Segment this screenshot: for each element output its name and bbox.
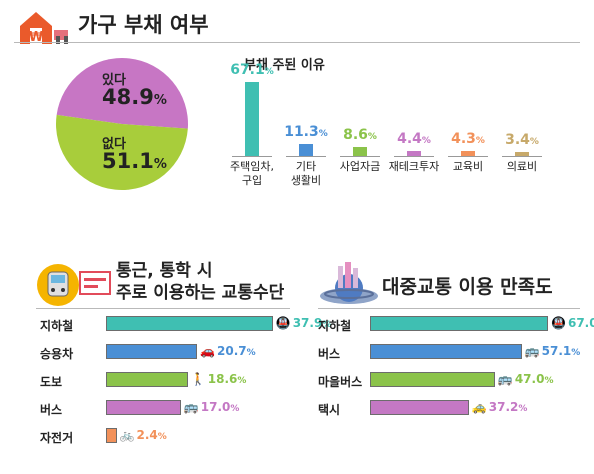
hbar (106, 344, 198, 359)
row-label: 마을버스 (318, 375, 363, 389)
hbar (106, 316, 273, 331)
reason-bar (515, 152, 529, 156)
hbar (370, 344, 522, 359)
commute-divider (36, 308, 290, 309)
reason-bar (299, 143, 313, 156)
reason-category-label: 교육비 (452, 160, 484, 173)
hbar-value: 🚲 2.4% (119, 428, 167, 442)
reason-bar (461, 151, 475, 156)
pie-value-no: 51.1 (102, 149, 154, 173)
reason-value-label: 4.3% (451, 131, 485, 148)
hbar-value: 🚕 37.2% (471, 400, 528, 414)
hbar (370, 372, 495, 387)
reason-baseline (394, 156, 434, 157)
pie-slice-no (55, 114, 188, 190)
reason-value-label: 67.1% (230, 62, 274, 78)
reasons-bar-chart: 67.1% 주택임차, 구입 11.3% 기타 생활비 8.6% 사업자금 4.4% 재테크투자 4… (224, 62, 564, 206)
satisfaction-bar-chart: 지하철 🚇67.0% 버스 🚌57.1% 마을버스 🚌47.0% 택시 🚕37.2% (318, 316, 594, 436)
row-label: 승용차 (40, 347, 74, 361)
debt-pie-chart (55, 58, 188, 190)
hbar-value: 🚇 37.9% (275, 316, 332, 330)
pie-label-no-text: 없다 (102, 137, 126, 152)
pie-value-yes: 48.9 (102, 85, 154, 109)
walking-icon: 🚶 (190, 372, 206, 386)
commute-bar-chart: 지하철 🚇 37.9% 승용차 🚗 20.7% 도보 🚶 18.6% 버스 🚌 17.0% 자전거 🚲 2.… (40, 316, 331, 466)
pie-label-no: 없다 51.1% (102, 137, 167, 173)
svg-text:₩: ₩ (29, 30, 44, 45)
row-label: 버스 (318, 347, 341, 361)
reason-bar (353, 146, 367, 156)
row-label: 버스 (40, 403, 63, 417)
reason-bar (407, 151, 421, 156)
bus-icon: 🚌 (183, 400, 199, 414)
reason-category-label: 의료비 (506, 160, 538, 173)
commute-title-line2: 주로 이용하는 교통수단 (116, 283, 285, 303)
hbar-value: 🚌 47.0% (497, 372, 554, 386)
row-label: 지하철 (318, 319, 352, 333)
subway-icon: 🚇 (551, 316, 566, 330)
header-divider (14, 42, 580, 43)
bus-icon: 🚌 (524, 344, 540, 358)
hbar (370, 316, 549, 331)
row-label: 택시 (318, 403, 341, 417)
hbar (106, 372, 188, 387)
hbar-value: 🚌 17.0% (183, 400, 240, 414)
reason-category-label: 기타 생활비 (290, 160, 322, 187)
reason-baseline (340, 156, 380, 157)
reason-bar (245, 82, 259, 156)
satisfaction-divider (318, 308, 580, 309)
city-globe-icon (320, 262, 378, 304)
minibus-icon: 🚌 (497, 372, 513, 386)
house-won-icon: ₩ (20, 12, 68, 45)
reason-value-label: 4.4% (397, 131, 431, 148)
reason-baseline (232, 156, 272, 157)
reason-category-label: 재테크투자 (388, 160, 440, 173)
reason-value-label: 11.3% (284, 123, 328, 140)
hbar (106, 400, 181, 415)
hbar-value: 🚌 57.1% (524, 344, 581, 358)
reason-value-label: 8.6% (343, 126, 377, 143)
reasons-title: 부채 주된 이유 (244, 58, 325, 73)
reason-baseline (448, 156, 488, 157)
reason-category-label: 사업자금 (339, 160, 381, 173)
page-title: 가구 부채 여부 (78, 13, 209, 37)
satisfaction-title: 대중교통 이용 만족도 (382, 276, 553, 298)
hbar (370, 400, 469, 415)
taxi-icon: 🚕 (471, 400, 487, 414)
pie-label-yes-text: 있다 (102, 73, 126, 88)
hbar-value: 🚶 18.6% (190, 372, 247, 386)
hbar (106, 428, 117, 443)
hbar-value: 🚇67.0% (551, 316, 594, 330)
reason-baseline (502, 156, 542, 157)
car-icon: 🚗 (200, 344, 216, 358)
reason-category-label: 주택임차, 구입 (230, 160, 274, 187)
row-label: 자전거 (40, 431, 74, 445)
subway-train-icon (37, 264, 111, 306)
row-label: 도보 (40, 375, 63, 389)
commute-title: 통근, 통학 시 주로 이용하는 교통수단 (116, 260, 284, 304)
commute-title-line1: 통근, 통학 시 (116, 261, 213, 281)
bicycle-icon: 🚲 (119, 428, 135, 442)
row-label: 지하철 (40, 319, 74, 333)
pie-label-yes: 있다 48.9% (102, 73, 167, 109)
reason-baseline (286, 156, 326, 157)
subway-icon: 🚇 (275, 316, 291, 330)
pie-slice-yes (56, 58, 188, 129)
hbar-value: 🚗 20.7% (200, 344, 256, 358)
reason-value-label: 3.4% (505, 132, 539, 149)
